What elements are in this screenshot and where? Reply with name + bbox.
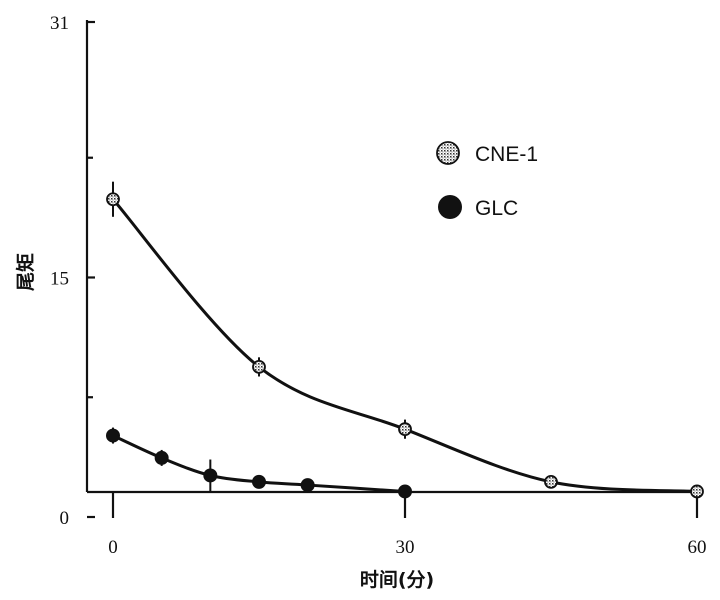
fit-curves bbox=[111, 198, 698, 493]
data-point-glc bbox=[300, 478, 315, 493]
x-axis-title: 时间(分) bbox=[360, 569, 434, 591]
data-point-glc bbox=[106, 428, 120, 443]
fit-curve-cne-1 bbox=[111, 198, 698, 493]
data-point-cne-1 bbox=[106, 192, 120, 207]
legend: CNE-1 GLC bbox=[436, 141, 538, 220]
data-point-cne-1 bbox=[544, 474, 558, 489]
legend-label-cne-1: CNE-1 bbox=[475, 143, 538, 166]
data-point-glc bbox=[203, 468, 218, 483]
axes: 0 15 31 0 30 60 bbox=[50, 13, 707, 558]
data-point-cne-1 bbox=[398, 422, 412, 437]
legend-label-glc: GLC bbox=[475, 197, 518, 220]
y-axis-title: 尾矩 bbox=[15, 253, 37, 291]
x-tick-label: 60 bbox=[688, 537, 707, 558]
data-point-glc bbox=[398, 484, 412, 499]
x-tick-label: 30 bbox=[396, 537, 415, 558]
data-point-glc bbox=[154, 450, 169, 465]
data-marks bbox=[106, 181, 704, 499]
data-point-cne-1 bbox=[690, 484, 704, 499]
x-tick-label: 0 bbox=[108, 537, 118, 558]
legend-marker-cne-1 bbox=[436, 141, 460, 165]
legend-marker-glc bbox=[438, 195, 462, 219]
y-tick-label: 0 bbox=[60, 508, 70, 529]
y-tick-label: 31 bbox=[50, 13, 69, 34]
data-point-cne-1 bbox=[252, 360, 266, 374]
data-point-glc bbox=[252, 474, 266, 489]
y-tick-label: 15 bbox=[50, 268, 69, 289]
